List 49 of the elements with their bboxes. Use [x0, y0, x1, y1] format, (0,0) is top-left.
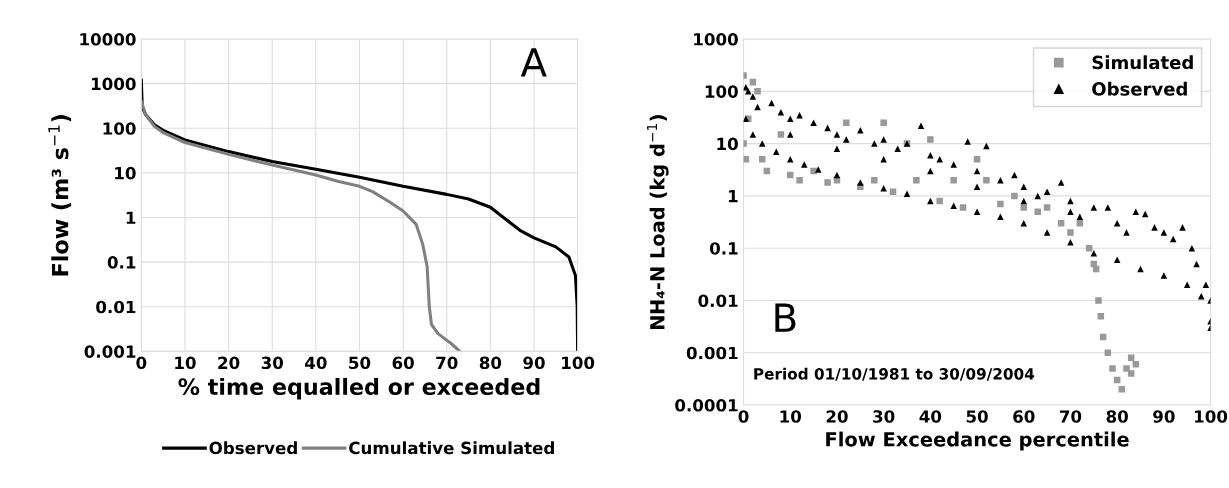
annotation: B	[775, 303, 796, 332]
y-tick-label: 10	[115, 166, 136, 180]
x-tick-label: 40	[919, 410, 942, 423]
x-tick-label: 90	[1153, 410, 1175, 423]
x-tick-label: 60	[392, 356, 414, 370]
x-axis-title: Flow Exceedance percentile	[826, 431, 1129, 451]
legend-label: Cumulative Simulated	[349, 441, 554, 455]
y-axis-title: Flow (m³ s$^{−1}$)	[48, 115, 72, 276]
y-tick-label: 0.0001	[675, 399, 738, 412]
x-tick-label: 10	[175, 356, 196, 370]
y-tick-label: 0.001	[84, 345, 136, 358]
x-tick-label: 0	[738, 410, 749, 423]
x-tick-label: 70	[1059, 410, 1082, 423]
x-tick-label: 100	[562, 356, 595, 370]
y-tick-label: 1000	[91, 77, 136, 91]
y-tick-label: 0.001	[686, 346, 738, 360]
y-tick-label: 1	[728, 190, 738, 203]
y-tick-label: 1000	[694, 33, 738, 46]
x-tick-label: 90	[523, 356, 545, 370]
x-tick-label: 0	[136, 356, 147, 370]
x-tick-label: 10	[780, 410, 802, 423]
y-axis-title: NH₄-N Load (kg d$^{−1}$)	[647, 115, 669, 329]
x-tick-label: 20	[218, 356, 240, 370]
legend-label: Observed	[209, 441, 297, 455]
legend-label: Observed	[1092, 81, 1187, 96]
x-tick-label: 80	[479, 356, 502, 370]
x-tick-label: 80	[1106, 410, 1128, 423]
y-tick-label: 0.1	[709, 242, 738, 255]
annotation: Period 01/10/1981 to 30/09/2004	[754, 367, 1035, 381]
y-tick-label: 100	[705, 85, 738, 98]
x-axis-title: % time equalled or exceeded	[178, 377, 540, 400]
y-tick-label: 100	[103, 122, 136, 135]
y-tick-label: 0.01	[698, 294, 738, 308]
x-tick-label: 70	[436, 356, 458, 370]
y-tick-label: 1	[126, 211, 136, 224]
x-tick-label: 50	[966, 410, 988, 423]
x-tick-label: 40	[305, 356, 327, 370]
x-tick-label: 20	[826, 410, 848, 423]
x-tick-label: 30	[261, 356, 284, 370]
x-tick-label: 100	[1195, 410, 1228, 423]
y-tick-label: 0.1	[107, 256, 136, 269]
x-tick-label: 60	[1013, 410, 1035, 423]
x-tick-label: 30	[873, 410, 895, 423]
y-tick-label: 10000	[80, 33, 136, 46]
legend-label: Simulated	[1092, 55, 1193, 70]
y-tick-label: 0.01	[96, 300, 136, 314]
x-tick-label: 50	[349, 356, 371, 370]
annotation: A	[520, 48, 547, 77]
y-tick-label: 10	[717, 137, 738, 151]
